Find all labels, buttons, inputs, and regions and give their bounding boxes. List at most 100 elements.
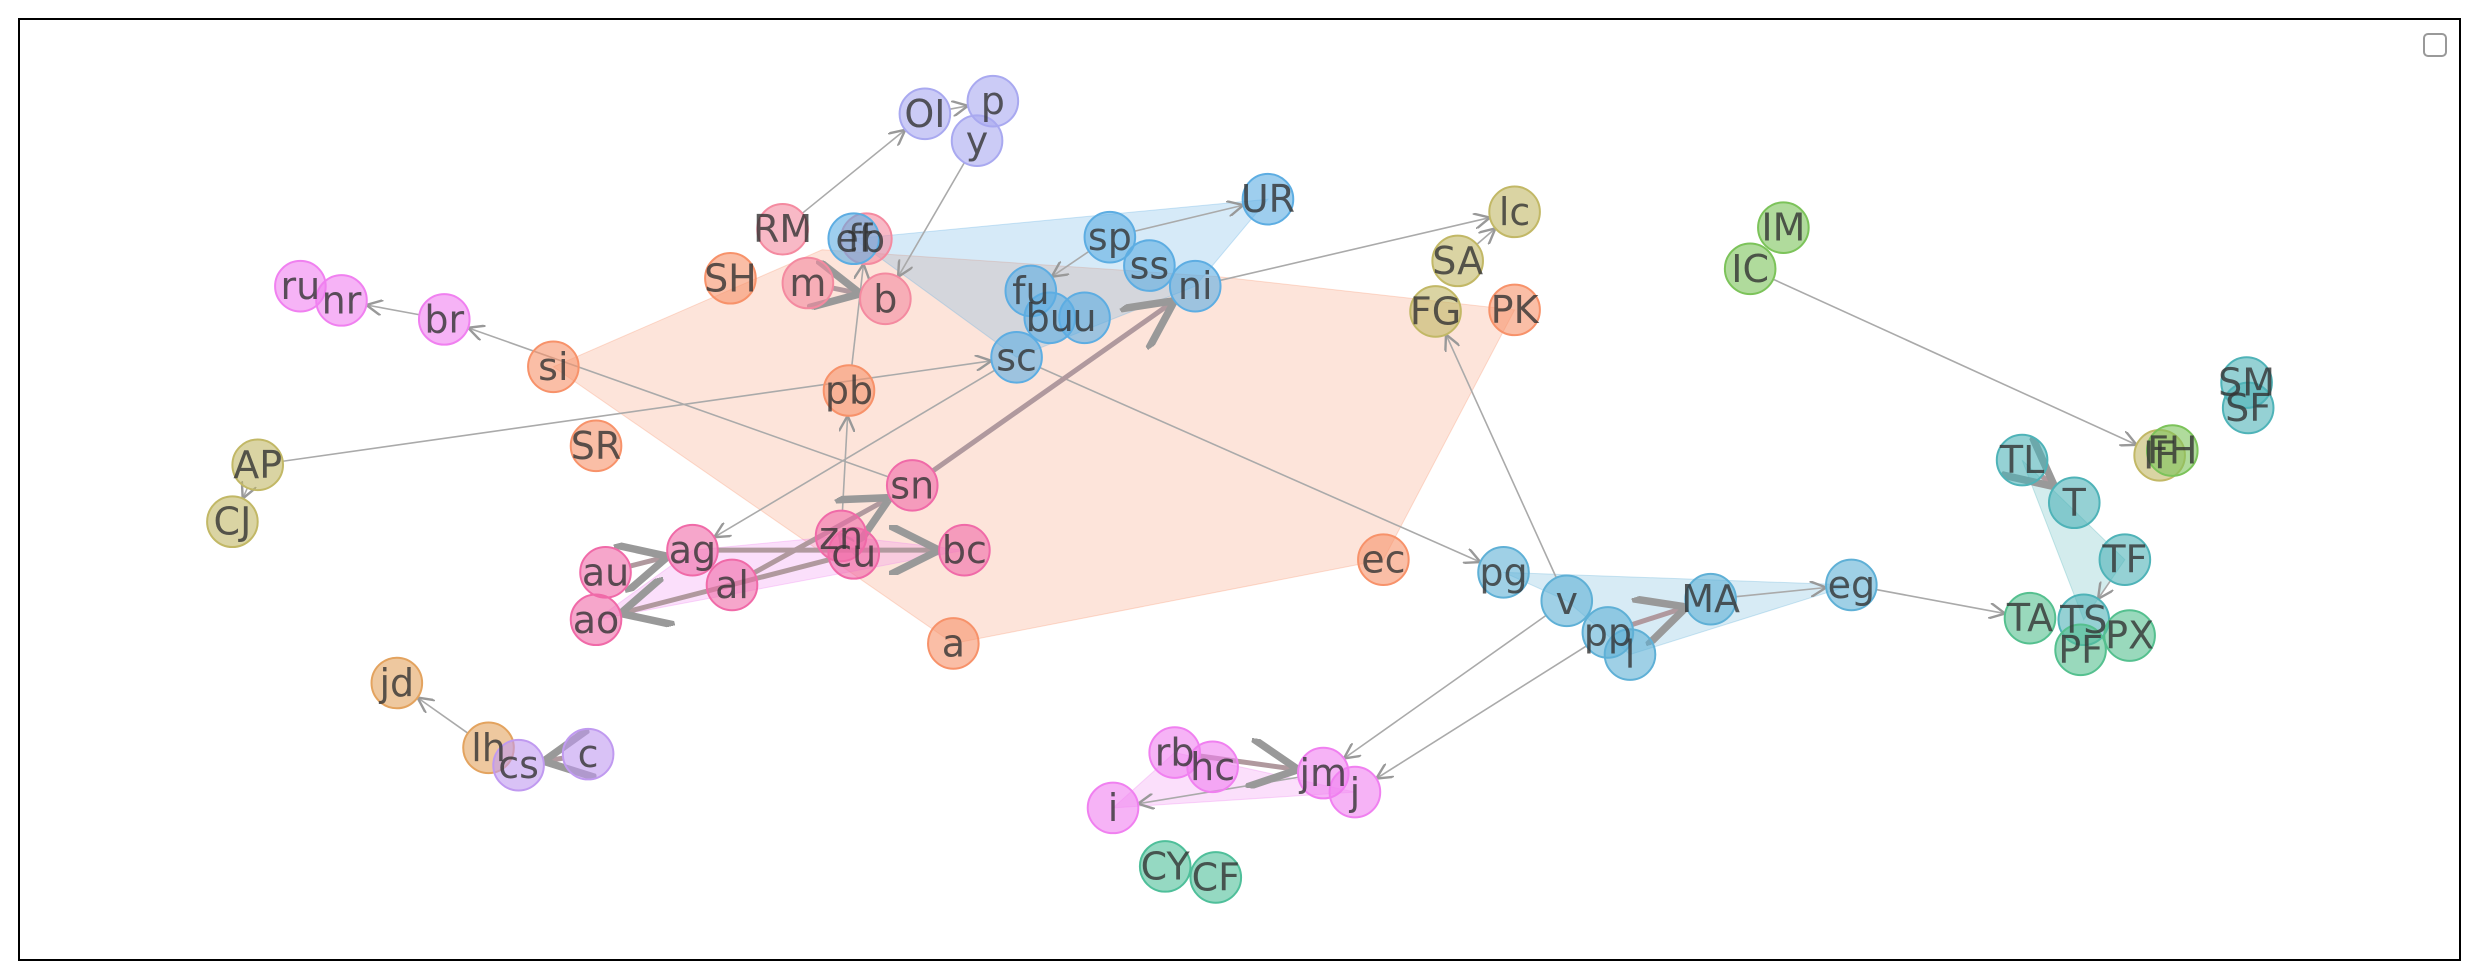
node-label: TF bbox=[2101, 538, 2147, 582]
node-label: CY bbox=[1141, 844, 1191, 888]
node-label: OI bbox=[904, 92, 945, 136]
node-label: hc bbox=[1190, 745, 1235, 789]
node-label: v bbox=[1556, 579, 1579, 623]
edge bbox=[282, 361, 992, 463]
node bbox=[1168, 259, 1222, 313]
node bbox=[1431, 234, 1484, 288]
node-label: eg bbox=[1828, 563, 1876, 607]
node bbox=[1123, 239, 1176, 292]
node-label: br bbox=[424, 297, 464, 341]
node bbox=[206, 495, 259, 549]
node bbox=[1083, 210, 1137, 264]
node bbox=[492, 738, 545, 792]
node bbox=[561, 727, 615, 781]
node bbox=[898, 87, 952, 141]
edge bbox=[1446, 334, 1558, 579]
edge bbox=[898, 162, 966, 277]
node bbox=[315, 274, 368, 327]
node-label: SF bbox=[2225, 386, 2271, 430]
edge bbox=[1052, 250, 1090, 276]
node-label: p bbox=[981, 79, 1005, 123]
node-label: lh bbox=[471, 726, 506, 770]
node-label: pb bbox=[825, 369, 873, 413]
node-label: pg bbox=[1479, 550, 1527, 594]
node-label: j bbox=[1349, 770, 1361, 814]
node bbox=[370, 656, 424, 710]
node-label: al bbox=[715, 563, 749, 607]
node-label: si bbox=[538, 345, 568, 389]
node bbox=[417, 293, 471, 346]
node-label: ag bbox=[669, 528, 716, 572]
node bbox=[827, 212, 881, 266]
node-label: i bbox=[1108, 786, 1119, 830]
node-label: jd bbox=[378, 661, 414, 705]
node bbox=[705, 558, 759, 612]
edge bbox=[1376, 645, 1587, 779]
edge bbox=[1876, 588, 2005, 614]
node-label: TS bbox=[2059, 598, 2107, 642]
edge bbox=[1219, 218, 1490, 282]
node-label: IM bbox=[1761, 206, 1805, 250]
node bbox=[1058, 291, 1111, 345]
edge bbox=[1039, 366, 1481, 563]
edge bbox=[1772, 278, 2136, 445]
node-label: pp bbox=[1584, 610, 1632, 654]
node bbox=[1086, 781, 1140, 835]
node bbox=[1540, 574, 1594, 628]
legend-checkbox[interactable] bbox=[2423, 33, 2447, 57]
node-label: cu bbox=[831, 531, 876, 575]
node-label: sp bbox=[1088, 215, 1132, 259]
node-label: ec bbox=[1361, 538, 1405, 582]
node-label: IC bbox=[1731, 247, 1769, 291]
node bbox=[1409, 285, 1462, 338]
node-label: UR bbox=[1241, 177, 1295, 221]
node-label: AP bbox=[233, 443, 282, 487]
node-label: nr bbox=[322, 278, 362, 322]
node bbox=[2145, 424, 2199, 477]
edge bbox=[714, 369, 996, 537]
node-label: CF bbox=[1192, 855, 1240, 899]
node-label: PX bbox=[2105, 614, 2154, 658]
node-label: CJ bbox=[214, 500, 252, 544]
edge bbox=[1735, 588, 1826, 598]
node bbox=[666, 523, 719, 577]
node-label: ru bbox=[281, 264, 321, 308]
node-label: MA bbox=[1681, 577, 1740, 621]
node bbox=[1241, 172, 1295, 226]
node-label: IF bbox=[2143, 433, 2176, 477]
node-label: lc bbox=[1499, 190, 1530, 234]
node-label: TL bbox=[1999, 438, 2044, 482]
edge bbox=[1631, 607, 1687, 625]
node bbox=[859, 272, 912, 326]
edge bbox=[1134, 205, 1243, 233]
node bbox=[1357, 533, 1410, 586]
edge bbox=[949, 106, 968, 109]
node bbox=[569, 419, 623, 473]
node bbox=[1138, 840, 1192, 893]
node-label: sc bbox=[996, 335, 1037, 379]
node-label: FG bbox=[1410, 289, 1461, 333]
node bbox=[2003, 591, 2057, 645]
node-label: PF bbox=[2058, 628, 2103, 672]
node bbox=[1995, 433, 2049, 487]
node-label: SA bbox=[1432, 239, 1483, 283]
node-label: cs bbox=[498, 743, 539, 787]
edge bbox=[544, 758, 564, 761]
node bbox=[1488, 283, 1541, 337]
node bbox=[2047, 476, 2101, 530]
node bbox=[1603, 628, 1657, 681]
node-label: y bbox=[966, 119, 989, 163]
node-label: c bbox=[578, 732, 599, 776]
node-label: ao bbox=[573, 598, 620, 642]
node bbox=[2054, 623, 2107, 677]
node bbox=[827, 527, 881, 580]
node bbox=[1825, 558, 1878, 612]
node bbox=[1684, 572, 1737, 626]
edges bbox=[243, 106, 2137, 804]
node-label: ef bbox=[835, 217, 873, 261]
node-label: rb bbox=[1155, 731, 1195, 775]
node bbox=[231, 438, 284, 492]
node bbox=[569, 593, 623, 647]
node-label: ni bbox=[1178, 264, 1213, 308]
